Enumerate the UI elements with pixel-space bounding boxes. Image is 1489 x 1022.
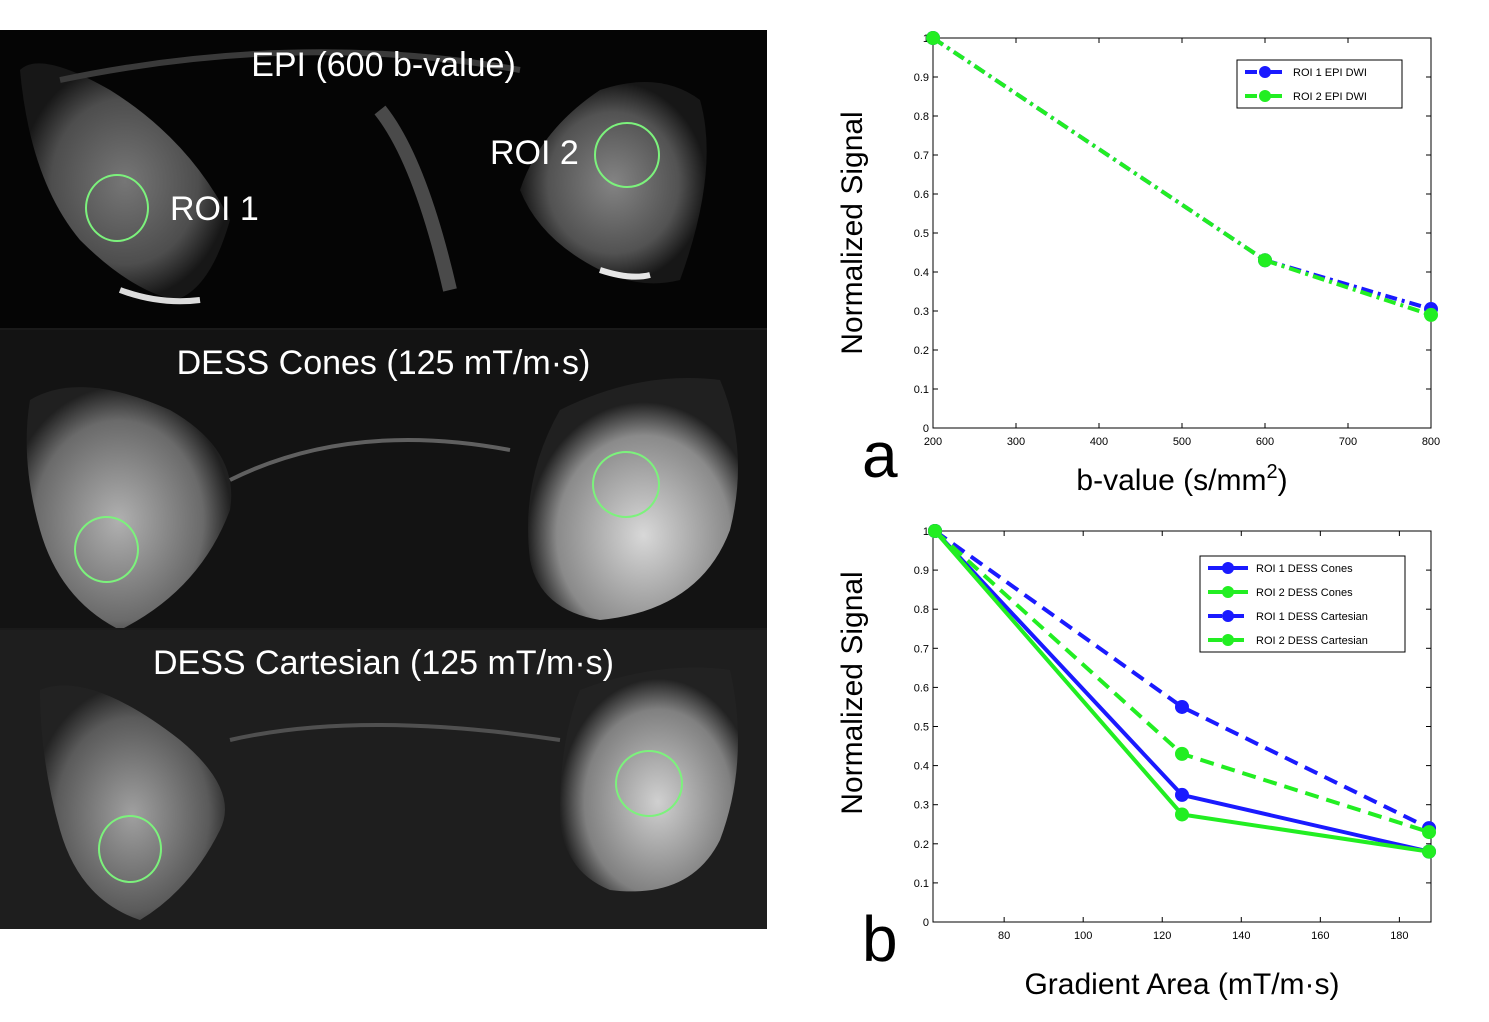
roi-2-circle [615, 750, 683, 817]
y-tick-label: 0.1 [914, 878, 929, 890]
roi-2-label: ROI 2 [490, 134, 579, 172]
y-tick-label: 0.7 [914, 150, 929, 162]
roi-1-circle [98, 815, 162, 883]
legend-marker [1222, 586, 1234, 598]
legend-marker [1259, 90, 1271, 102]
roi-1-label: ROI 1 [170, 190, 259, 228]
y-tick-label: 0.6 [914, 189, 929, 201]
y-tick-label: 0.2 [914, 345, 929, 357]
legend-label: ROI 1 DESS Cartesian [1256, 611, 1368, 623]
y-tick-label: 0 [923, 917, 929, 929]
mri-title-dess-cones: DESS Cones (125 mT/m·s) [176, 344, 591, 382]
panel-label-a: a [862, 419, 898, 491]
x-tick-label: 500 [1173, 436, 1191, 448]
y-tick-label: 0.1 [914, 384, 929, 396]
x-axis-label: b-value (s/mm2) [1076, 461, 1287, 497]
y-tick-label: 0.2 [914, 839, 929, 851]
data-point [1424, 307, 1438, 322]
y-tick-label: 0.9 [914, 565, 929, 577]
legend-marker [1222, 634, 1234, 646]
y-tick-label: 0.8 [914, 111, 929, 123]
legend-label: ROI 2 EPI DWI [1293, 91, 1367, 103]
x-tick-label: 180 [1390, 930, 1408, 942]
y-tick-label: 1 [923, 33, 929, 45]
legend-box [1199, 555, 1406, 653]
roi-2-circle [592, 451, 660, 518]
y-axis-label: Normalized Signal [836, 571, 869, 814]
x-tick-label: 160 [1311, 930, 1329, 942]
roi-1-circle [85, 174, 149, 242]
legend-label: ROI 1 DESS Cones [1256, 563, 1353, 575]
roi-2-circle [594, 122, 660, 188]
x-axis-label: Gradient Area (mT/m·s) [1024, 968, 1339, 1001]
x-tick-label: 300 [1007, 436, 1025, 448]
data-point [1175, 746, 1189, 761]
mri-panel: EPI (600 b-value) ROI 1 ROI 2 [0, 30, 767, 929]
data-point [1422, 844, 1437, 859]
x-tick-label: 140 [1232, 930, 1250, 942]
y-tick-label: 0.4 [914, 267, 929, 279]
legend-marker [1222, 562, 1234, 574]
data-point [1175, 699, 1189, 714]
x-tick-label: 700 [1339, 436, 1357, 448]
y-tick-label: 0 [923, 423, 929, 435]
data-point [1175, 787, 1189, 802]
y-tick-label: 0.9 [914, 72, 929, 84]
mri-image-dess-cones: DESS Cones (125 mT/m·s) [0, 330, 767, 628]
x-tick-label: 200 [924, 436, 942, 448]
x-tick-label: 600 [1256, 436, 1274, 448]
mri-title-dess-cartesian: DESS Cartesian (125 mT/m·s) [153, 644, 614, 682]
x-tick-label: 120 [1153, 930, 1171, 942]
legend-label: ROI 1 EPI DWI [1293, 67, 1367, 79]
y-tick-label: 0.5 [914, 722, 929, 734]
panel-label-b: b [862, 903, 898, 975]
y-tick-label: 0.8 [914, 604, 929, 616]
data-point [926, 31, 940, 45]
x-tick-label: 800 [1422, 436, 1440, 448]
series-line-3 [933, 529, 1430, 830]
series-line-2 [931, 36, 1432, 317]
mri-title-epi: EPI (600 b-value) [251, 46, 516, 84]
y-tick-label: 0.3 [914, 306, 929, 318]
y-tick-label: 0.4 [914, 761, 929, 773]
y-tick-label: 0.3 [914, 800, 929, 812]
legend-marker [1222, 610, 1234, 622]
y-tick-label: 0.6 [914, 682, 929, 694]
data-point [1258, 253, 1272, 268]
mri-image-dess-cartesian: DESS Cartesian (125 mT/m·s) [0, 630, 767, 929]
mri-image-epi: EPI (600 b-value) ROI 1 ROI 2 [0, 30, 767, 328]
legend-label: ROI 2 DESS Cones [1256, 587, 1353, 599]
y-axis-label: Normalized Signal [836, 111, 869, 354]
y-tick-label: 0.7 [914, 643, 929, 655]
data-point [927, 524, 942, 538]
legend-marker [1259, 66, 1271, 78]
x-tick-label: 80 [998, 930, 1010, 942]
data-point [1422, 825, 1437, 840]
data-point [1175, 807, 1189, 822]
chart-a-group: 0 0.1 0.2 0.3 0.4 0.5 0.6 0.7 0.8 0.9 1 200 300 400 50… [836, 31, 1440, 497]
x-tick-label: 100 [1074, 930, 1092, 942]
y-tick-label: 0.5 [914, 228, 929, 240]
y-tick-label: 1 [923, 526, 929, 538]
image-divider [0, 328, 767, 330]
legend-label: ROI 2 DESS Cartesian [1256, 635, 1368, 647]
image-divider [0, 628, 767, 630]
x-tick-label: 400 [1090, 436, 1108, 448]
roi-1-circle [74, 516, 139, 583]
